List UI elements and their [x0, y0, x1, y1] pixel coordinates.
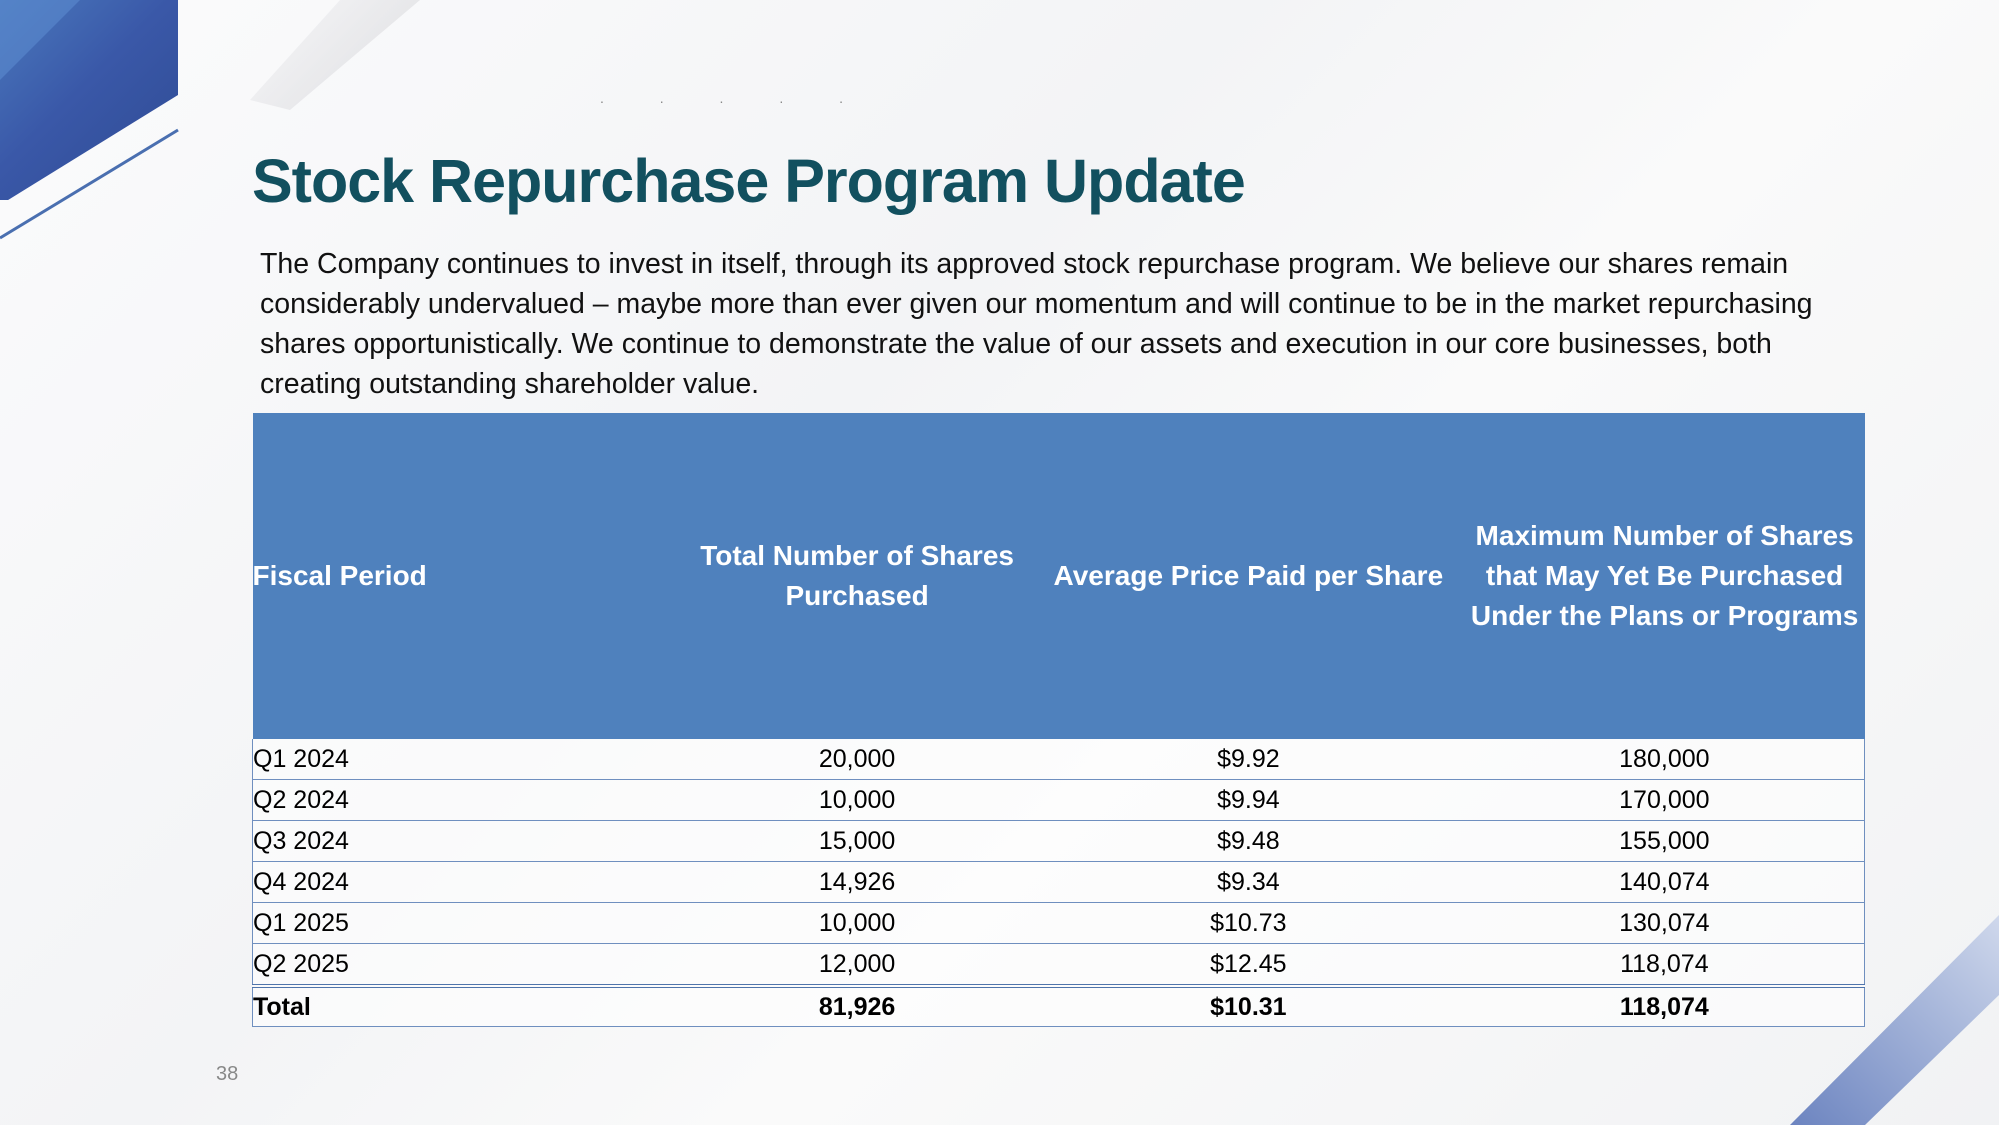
cell-max-shares: 118,074 — [1464, 984, 1865, 1027]
repurchase-table: Fiscal Period Total Number of Shares Pur… — [252, 413, 1865, 1027]
cell-fiscal-period: Total — [252, 984, 683, 1027]
table-total-row: Total 81,926 $10.31 118,074 — [252, 984, 1865, 1027]
table-row: Q1 2025 10,000 $10.73 130,074 — [252, 902, 1865, 944]
cell-max-shares: 118,074 — [1464, 943, 1865, 987]
table-row: Q4 2024 14,926 $9.34 140,074 — [252, 861, 1865, 903]
cell-total-shares: 15,000 — [682, 820, 1032, 862]
page-number: 38 — [216, 1063, 239, 1085]
cell-fiscal-period: Q1 2024 — [252, 739, 683, 780]
cell-fiscal-period: Q1 2025 — [252, 902, 683, 944]
table-header-row: Fiscal Period Total Number of Shares Pur… — [252, 413, 1865, 739]
cell-fiscal-period: Q3 2024 — [252, 820, 683, 862]
cell-average-price: $9.34 — [1032, 861, 1465, 903]
cell-max-shares: 155,000 — [1464, 820, 1865, 862]
cell-max-shares: 170,000 — [1464, 779, 1865, 821]
cell-total-shares: 14,926 — [682, 861, 1032, 903]
cell-total-shares: 20,000 — [682, 739, 1032, 780]
cell-max-shares: 180,000 — [1464, 739, 1865, 780]
cell-fiscal-period: Q2 2024 — [252, 779, 683, 821]
cell-average-price: $12.45 — [1032, 943, 1465, 987]
cell-total-shares: 12,000 — [682, 943, 1032, 987]
cell-fiscal-period: Q2 2025 — [252, 943, 683, 987]
decorative-dots: . . . . . — [600, 90, 870, 106]
slide-title: Stock Repurchase Program Update — [252, 147, 1246, 215]
table-row: Q2 2024 10,000 $9.94 170,000 — [252, 779, 1865, 821]
corner-decoration-line — [0, 128, 179, 240]
header-total-shares: Total Number of Shares Purchased — [682, 413, 1032, 739]
header-fiscal-period: Fiscal Period — [252, 413, 683, 739]
table-row: Q3 2024 15,000 $9.48 155,000 — [252, 820, 1865, 862]
cell-average-price: $9.92 — [1032, 739, 1465, 780]
background-sheen — [250, 0, 420, 110]
table-row: Q2 2025 12,000 $12.45 118,074 — [252, 943, 1865, 987]
header-average-price: Average Price Paid per Share — [1032, 413, 1465, 739]
cell-total-shares: 81,926 — [682, 984, 1032, 1027]
cell-average-price: $10.31 — [1032, 984, 1465, 1027]
cell-average-price: $9.48 — [1032, 820, 1465, 862]
intro-paragraph: The Company continues to invest in itsel… — [260, 248, 1813, 400]
cell-average-price: $10.73 — [1032, 902, 1465, 944]
cell-average-price: $9.94 — [1032, 779, 1465, 821]
cell-total-shares: 10,000 — [682, 902, 1032, 944]
cell-max-shares: 140,074 — [1464, 861, 1865, 903]
cell-fiscal-period: Q4 2024 — [252, 861, 683, 903]
header-max-shares: Maximum Number of Shares that May Yet Be… — [1464, 413, 1865, 739]
table-row: Q1 2024 20,000 $9.92 180,000 — [252, 739, 1865, 780]
cell-total-shares: 10,000 — [682, 779, 1032, 821]
cell-max-shares: 130,074 — [1464, 902, 1865, 944]
